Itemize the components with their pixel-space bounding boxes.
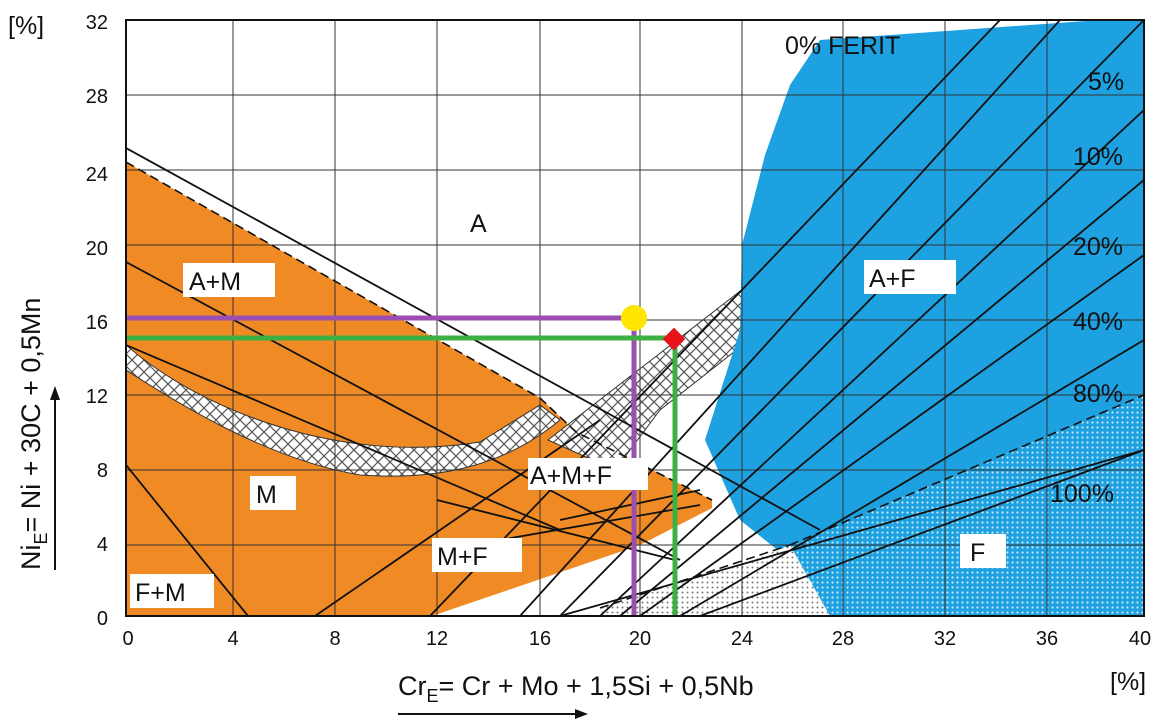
- label-box-af: [864, 260, 956, 294]
- region-label-m-f: M+F: [437, 543, 488, 571]
- y-title-main: Ni: [16, 545, 46, 571]
- y-axis-arrow: [50, 386, 60, 570]
- y-tick-4: 4: [97, 534, 108, 556]
- y-tick-20: 20: [86, 238, 108, 260]
- x-axis-title: CrE= Cr + Mo + 1,5Si + 0,5Nb: [398, 671, 754, 706]
- region-label-f-m: F+M: [135, 579, 186, 607]
- x-title-main: Cr: [398, 671, 427, 701]
- label-box-f: [960, 534, 1006, 568]
- y-axis-title: NiE= Ni + 30C + 0,5Mn: [16, 298, 51, 570]
- y-axis-ticks: 0 4 8 12 16 20 24 28 32: [86, 12, 108, 630]
- x-unit-label: [%]: [1110, 668, 1146, 696]
- x-tick-24: 24: [731, 628, 753, 650]
- label-box-fm: [130, 574, 214, 608]
- region-label-a-f: A+F: [869, 265, 916, 293]
- region-label-m: M: [256, 481, 277, 509]
- region-label-f: F: [970, 539, 985, 567]
- label-box-mf: [432, 538, 522, 572]
- region-label-a-m-f: A+M+F: [530, 462, 612, 490]
- label-box-m: [250, 476, 296, 510]
- y-tick-8: 8: [97, 460, 108, 482]
- region-label-a: A: [470, 210, 487, 238]
- y-title-rest: = Ni + 30C + 0,5Mn: [16, 298, 46, 533]
- x-tick-28: 28: [832, 628, 854, 650]
- y-tick-32: 32: [86, 12, 108, 34]
- label-box-amf: [528, 458, 648, 490]
- y-tick-0: 0: [97, 608, 108, 630]
- y-tick-12: 12: [86, 386, 108, 408]
- yellow-point: [621, 305, 647, 331]
- x-tick-16: 16: [529, 628, 551, 650]
- x-axis-arrow: [398, 709, 588, 719]
- red-point: [662, 327, 686, 351]
- label-box-am: [183, 263, 275, 297]
- grey-dotted-region: [600, 545, 830, 616]
- x-tick-40: 40: [1129, 628, 1151, 650]
- x-tick-8: 8: [329, 628, 340, 650]
- grid: [126, 20, 1144, 616]
- f-dotted-region: [790, 395, 1144, 616]
- x-tick-36: 36: [1036, 628, 1058, 650]
- x-tick-12: 12: [426, 628, 448, 650]
- ferrite-label-10: 10%: [1073, 143, 1123, 171]
- x-title-sub: E: [427, 686, 439, 706]
- ferrite-label-5: 5%: [1088, 68, 1124, 96]
- ferrite-label-80: 80%: [1073, 380, 1123, 408]
- x-tick-32: 32: [934, 628, 956, 650]
- x-axis-ticks: 0 4 8 12 16 20 24 28 32 36 40: [122, 628, 1151, 650]
- y-tick-24: 24: [86, 164, 108, 186]
- x-tick-20: 20: [629, 628, 651, 650]
- ferrite-label-0: 0% FERIT: [785, 32, 900, 60]
- boundary-lines: [126, 20, 1144, 616]
- ferrite-label-40: 40%: [1073, 308, 1123, 336]
- y-title-sub: E: [31, 532, 51, 544]
- x-tick-4: 4: [227, 628, 238, 650]
- x-tick-0: 0: [122, 628, 133, 650]
- plot-frame: [125, 19, 1145, 617]
- ferrite-label-100: 100%: [1050, 480, 1114, 508]
- am-m-hatched-band: [126, 344, 561, 477]
- region-label-a-m: A+M: [189, 268, 241, 296]
- y-tick-28: 28: [86, 86, 108, 108]
- y-unit-label: [%]: [8, 12, 44, 40]
- ferrite-label-20: 20%: [1073, 233, 1123, 261]
- x-title-rest: = Cr + Mo + 1,5Si + 0,5Nb: [439, 671, 754, 701]
- y-tick-16: 16: [86, 312, 108, 334]
